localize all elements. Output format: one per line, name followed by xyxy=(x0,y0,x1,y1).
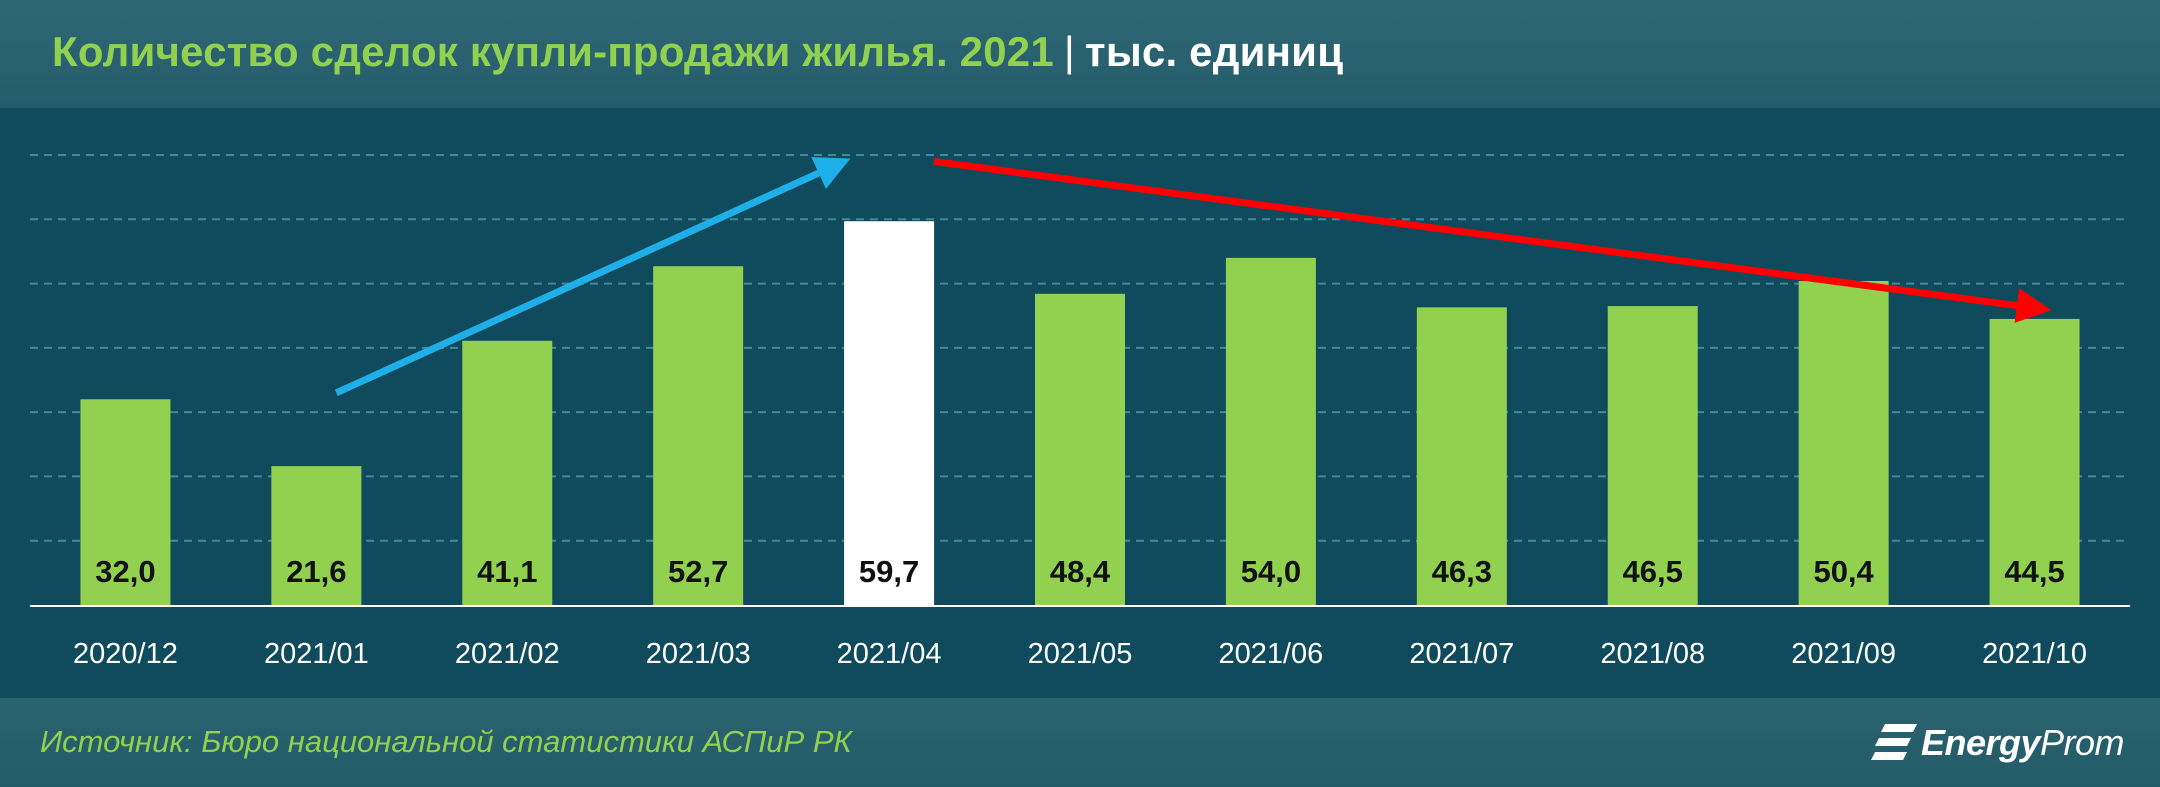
tick-label: 2021/09 xyxy=(1791,638,1896,670)
value-label: 21,6 xyxy=(286,554,346,589)
value-labels: 32,0 21,6 41,1 52,7 59,7 48,4 54,0 46,3 46,5 50,4… xyxy=(95,554,2064,589)
title-separator: | xyxy=(1063,28,1076,75)
logo-text-light: Prom xyxy=(2039,722,2125,763)
tick-label: 2021/03 xyxy=(646,638,751,670)
bar-2021/01 xyxy=(271,466,362,605)
value-label: 59,7 xyxy=(859,554,919,589)
tick-label: 2021/04 xyxy=(837,638,942,670)
chart-title: Количество сделок купли-продажи жилья. 2… xyxy=(52,28,1343,76)
logo-text-bold: Energy xyxy=(1920,722,2041,763)
value-label: 54,0 xyxy=(1241,554,1301,589)
tick-label: 2021/06 xyxy=(1218,638,1323,670)
title-text: Количество сделок купли-продажи жилья. 2… xyxy=(52,28,1054,75)
title-unit: тыс. единиц xyxy=(1085,28,1344,75)
logo-text: EnergyProm xyxy=(1920,722,2125,764)
bar-2021/04 xyxy=(844,221,935,605)
value-label: 46,5 xyxy=(1623,554,1683,589)
bar-2021/05 xyxy=(1035,293,1125,605)
tick-label: 2020/12 xyxy=(73,638,178,670)
value-label: 44,5 xyxy=(2004,554,2064,589)
bar-2021/08 xyxy=(1607,306,1698,605)
value-label: 50,4 xyxy=(1813,554,1874,589)
bar-2021/03 xyxy=(653,266,744,605)
energyprom-logo-icon xyxy=(1870,724,1917,760)
bar-chart: 32,0 21,6 41,1 52,7 59,7 48,4 54,0 46,3 46,5 50,4… xyxy=(30,154,2130,670)
chart-header: Количество сделок купли-продажи жилья. 2… xyxy=(0,0,2160,108)
bar-2020/12 xyxy=(80,399,171,605)
bar-2021/02 xyxy=(462,340,553,605)
plot-area: 32,0 21,6 41,1 52,7 59,7 48,4 54,0 46,3 46,5 50,4… xyxy=(0,108,2160,698)
bar-2021/10 xyxy=(1989,318,2080,605)
tick-label: 2021/05 xyxy=(1028,638,1133,670)
value-label: 46,3 xyxy=(1432,554,1492,589)
bar-2021/07 xyxy=(1416,307,1507,605)
source-note: Источник: Бюро национальной статистики А… xyxy=(40,724,852,759)
tick-label: 2021/08 xyxy=(1600,638,1705,670)
value-label: 32,0 xyxy=(95,554,155,589)
bars xyxy=(80,221,2080,605)
bar-2021/09 xyxy=(1798,281,1889,605)
value-label: 52,7 xyxy=(668,554,728,589)
value-label: 48,4 xyxy=(1050,554,1111,589)
tick-label: 2021/01 xyxy=(264,638,369,670)
energyprom-logo: EnergyProm xyxy=(1870,718,2125,768)
tick-label: 2021/10 xyxy=(1982,638,2087,670)
tick-label: 2021/07 xyxy=(1409,638,1514,670)
chart-footer: Источник: Бюро национальной статистики А… xyxy=(0,698,2160,787)
bar-2021/06 xyxy=(1225,257,1316,605)
tick-label: 2021/02 xyxy=(455,638,560,670)
x-axis-ticks: 2020/12 2021/01 2021/02 2021/03 2021/04 2021/… xyxy=(30,605,2130,670)
value-label: 41,1 xyxy=(477,554,537,589)
trend-arrow-up xyxy=(334,157,851,397)
trend-arrows xyxy=(334,157,2052,397)
trend-arrow-down xyxy=(933,157,2052,323)
